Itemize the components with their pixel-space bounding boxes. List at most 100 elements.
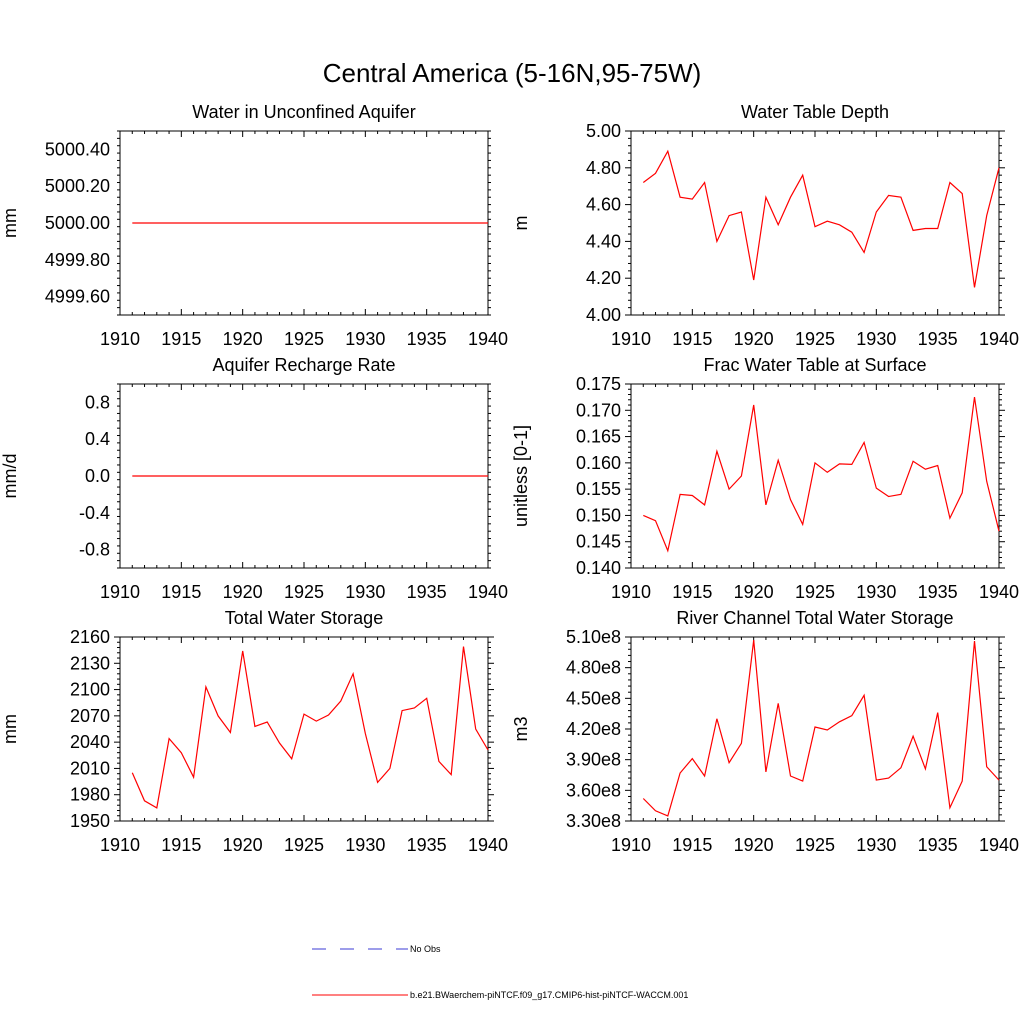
y-tick-label: 0.160	[576, 453, 621, 473]
y-tick-label: 4.80	[586, 158, 621, 178]
y-axis-label: mm	[0, 714, 20, 744]
x-tick-label: 1930	[345, 835, 385, 855]
chart-panel: 1910 1915 1920 1925 1930 1935 1940 4.00 4.20 4.40…	[511, 102, 1019, 349]
x-tick-label: 1940	[468, 329, 508, 349]
y-tick-label: 2070	[70, 706, 110, 726]
y-tick-label: 0.8	[85, 392, 110, 412]
x-tick-label: 1930	[856, 329, 896, 349]
series-line	[643, 397, 1000, 553]
y-tick-label: 0.170	[576, 400, 621, 420]
series-line	[131, 646, 489, 809]
y-tick-label: 2130	[70, 653, 110, 673]
plot-frame	[630, 383, 1000, 569]
y-tick-label: 4.60	[586, 195, 621, 215]
x-tick-label: 1930	[345, 329, 385, 349]
x-tick-label: 1915	[161, 329, 201, 349]
y-tick-label: 3.30e8	[566, 811, 621, 831]
x-tick-label: 1920	[223, 582, 263, 602]
x-tick-label: 1935	[918, 582, 958, 602]
x-tick-label: 1935	[407, 329, 447, 349]
x-tick-label: 1935	[407, 582, 447, 602]
y-tick-label: 0.175	[576, 374, 621, 394]
y-tick-label: -0.8	[79, 540, 110, 560]
y-tick-label: 2040	[70, 732, 110, 752]
chart-panel: 1910 1915 1920 1925 1930 1935 1940 -0.8 -0.4 0.0 0…	[0, 355, 508, 602]
x-tick-label: 1910	[611, 329, 651, 349]
y-tick-label: 0.4	[85, 429, 110, 449]
y-axis-label: m	[511, 216, 531, 231]
chart-panel: 1910 1915 1920 1925 1930 1935 1940 0.140 0.145 0.…	[511, 355, 1019, 602]
chart-panel: 1910 1915 1920 1925 1930 1935 1940 1950 1980 2010…	[0, 608, 508, 855]
x-tick-label: 1915	[672, 582, 712, 602]
panel-title: Water Table Depth	[741, 102, 889, 122]
x-tick-label: 1920	[223, 835, 263, 855]
y-tick-label: 5.10e8	[566, 627, 621, 647]
x-tick-label: 1940	[979, 582, 1019, 602]
y-axis-label: mm/d	[0, 454, 20, 499]
x-tick-label: 1925	[795, 329, 835, 349]
y-tick-label: 0.0	[85, 466, 110, 486]
x-tick-label: 1940	[979, 329, 1019, 349]
y-tick-label: 4999.80	[45, 250, 110, 270]
y-tick-label: 4999.60	[45, 287, 110, 307]
x-tick-label: 1925	[284, 329, 324, 349]
y-tick-label: 4.50e8	[566, 688, 621, 708]
x-tick-label: 1925	[795, 582, 835, 602]
panels: 1910 1915 1920 1925 1930 1935 1940 4999.60 4999.…	[0, 102, 1019, 855]
x-tick-label: 1925	[795, 835, 835, 855]
y-tick-label: 4.40	[586, 231, 621, 251]
y-tick-label: 0.145	[576, 532, 621, 552]
y-tick-label: 3.60e8	[566, 780, 621, 800]
y-tick-label: 5000.00	[45, 213, 110, 233]
y-tick-label: 4.20e8	[566, 719, 621, 739]
y-tick-label: 4.00	[586, 305, 621, 325]
x-tick-label: 1940	[468, 835, 508, 855]
x-tick-label: 1940	[979, 835, 1019, 855]
x-tick-label: 1910	[100, 582, 140, 602]
x-tick-label: 1920	[734, 329, 774, 349]
series-line	[642, 149, 1000, 288]
x-tick-label: 1940	[468, 582, 508, 602]
x-tick-label: 1910	[100, 835, 140, 855]
x-tick-label: 1910	[100, 329, 140, 349]
y-tick-label: 1950	[70, 811, 110, 831]
x-tick-label: 1935	[407, 835, 447, 855]
legend-no-obs-label: No Obs	[410, 944, 441, 954]
x-tick-label: 1915	[672, 835, 712, 855]
x-tick-label: 1930	[345, 582, 385, 602]
panel-title: Total Water Storage	[225, 608, 383, 628]
y-tick-label: 5000.20	[45, 176, 110, 196]
y-tick-label: 1980	[70, 785, 110, 805]
y-tick-label: -0.4	[79, 503, 110, 523]
series-line	[642, 640, 1000, 817]
panel-title: Aquifer Recharge Rate	[212, 355, 395, 375]
y-tick-label: 5000.40	[45, 139, 110, 159]
y-tick-label: 0.140	[576, 558, 621, 578]
x-tick-label: 1915	[161, 835, 201, 855]
panel-title: Frac Water Table at Surface	[703, 355, 926, 375]
y-tick-label: 4.20	[586, 268, 621, 288]
legend: No Obs b.e21.BWaerchem-piNTCF.f09_g17.CM…	[312, 944, 688, 1000]
y-tick-label: 2100	[70, 680, 110, 700]
y-axis-label: unitless [0-1]	[511, 425, 531, 527]
y-tick-label: 3.90e8	[566, 750, 621, 770]
x-tick-label: 1930	[856, 835, 896, 855]
plot-frame	[630, 130, 1000, 316]
y-tick-label: 0.155	[576, 479, 621, 499]
x-tick-label: 1935	[918, 835, 958, 855]
y-tick-label: 2160	[70, 627, 110, 647]
legend-model-label: b.e21.BWaerchem-piNTCF.f09_g17.CMIP6-his…	[410, 990, 688, 1000]
x-tick-label: 1915	[672, 329, 712, 349]
y-tick-label: 5.00	[586, 121, 621, 141]
x-tick-label: 1910	[611, 835, 651, 855]
x-tick-label: 1925	[284, 582, 324, 602]
y-axis-label: m3	[511, 716, 531, 741]
y-tick-label: 4.80e8	[566, 658, 621, 678]
panel-title: River Channel Total Water Storage	[676, 608, 953, 628]
y-tick-label: 0.150	[576, 505, 621, 525]
panel-title: Water in Unconfined Aquifer	[192, 102, 415, 122]
y-tick-label: 0.165	[576, 427, 621, 447]
x-tick-label: 1920	[734, 835, 774, 855]
x-tick-label: 1920	[734, 582, 774, 602]
